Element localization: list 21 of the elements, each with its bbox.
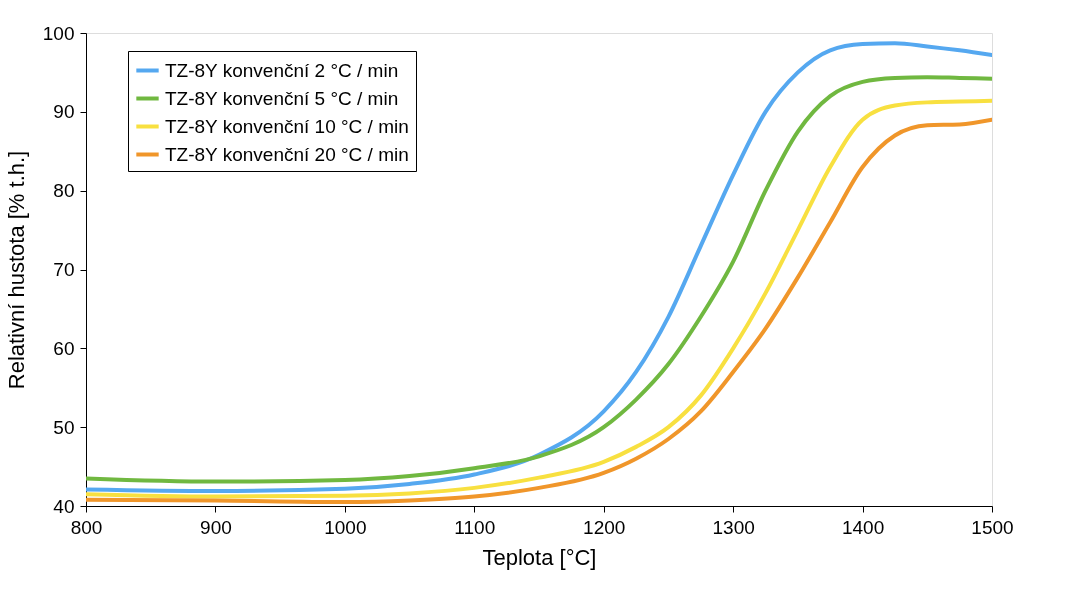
x-tick-label: 1400: [841, 516, 885, 538]
x-tick-label: 1100: [454, 516, 496, 538]
y-tick-label: 90: [53, 101, 75, 123]
legend-label: TZ-8Y konvenční 5 °C / min: [165, 87, 399, 109]
y-axis-title: Relativní hustota [% t.h.]: [3, 150, 29, 390]
y-tick-label: 60: [53, 337, 75, 359]
y-tick-label: 80: [53, 180, 75, 202]
x-tick-label: 1200: [583, 516, 626, 538]
x-tick-label: 1500: [971, 516, 1014, 538]
x-tick-label: 1300: [712, 516, 755, 538]
x-tick-label: 800: [70, 516, 103, 538]
x-tick-label: 900: [200, 516, 232, 538]
y-tick-label: 100: [42, 22, 75, 44]
y-tick-label: 70: [53, 259, 75, 280]
y-tick-label: 50: [53, 416, 75, 438]
x-tick-label: 1000: [324, 516, 367, 538]
y-tick-label: 40: [53, 495, 75, 517]
x-axis-title: Teplota [°C]: [482, 544, 597, 570]
legend-label: TZ-8Y konvenční 2 °C / min: [165, 59, 399, 81]
legend-label: TZ-8Y konvenční 20 °C / min: [165, 143, 409, 165]
legend-label: TZ-8Y konvenční 10 °C / min: [165, 115, 409, 137]
